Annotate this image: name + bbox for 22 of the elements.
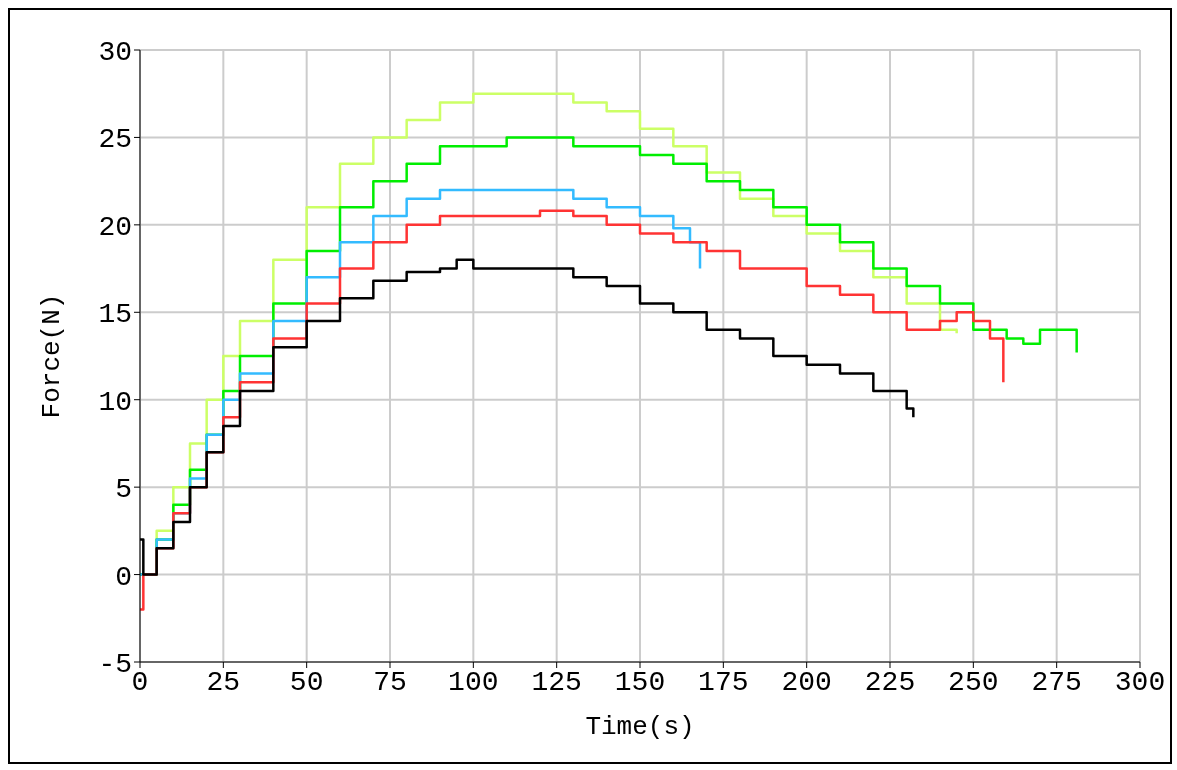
y-tick-label: 25	[98, 124, 132, 156]
y-tick-label: 0	[115, 561, 132, 593]
x-tick-label: 125	[531, 666, 582, 698]
x-tick-label: 275	[1031, 666, 1082, 698]
x-tick-label: 175	[698, 666, 749, 698]
x-tick-label: 200	[781, 666, 832, 698]
x-tick-label: 225	[864, 666, 916, 698]
x-tick-label: 100	[448, 666, 499, 698]
x-tick-label: 50	[289, 666, 324, 698]
y-tick-label: 10	[98, 386, 132, 418]
y-tick-label: 30	[98, 36, 132, 68]
x-tick-label: 250	[948, 666, 999, 698]
x-tick-label: 75	[373, 666, 407, 698]
x-tick-label: 25	[206, 666, 241, 698]
x-tick-label: 300	[1114, 666, 1166, 698]
y-tick-label: -5	[98, 648, 132, 680]
x-tick-label: 150	[614, 666, 666, 698]
y-axis-title: Force(N)	[37, 293, 68, 419]
y-tick-label: 15	[98, 299, 132, 331]
y-tick-label: 20	[98, 211, 132, 243]
y-tick-label: 5	[115, 474, 132, 506]
x-axis-title: Time(s)	[585, 712, 695, 742]
